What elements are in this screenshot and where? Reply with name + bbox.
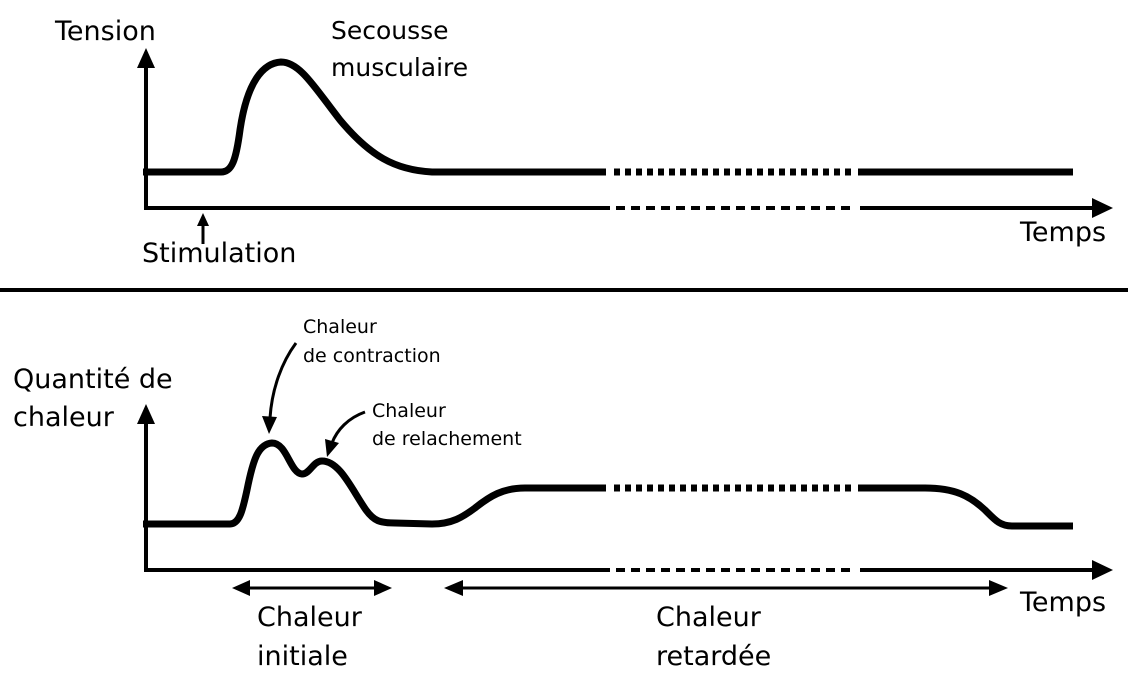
initial-heat-label-line2: initiale xyxy=(257,641,348,672)
relaxation-heat-label-line1: Chaleur xyxy=(372,400,446,422)
bottom-panel: Quantité de chaleur Temps Chaleur de con… xyxy=(13,316,1113,672)
delayed-heat-range-left-head xyxy=(444,580,463,596)
bottom-x-axis-arrowhead xyxy=(1092,560,1113,580)
peak-label-line2: musculaire xyxy=(331,53,468,82)
initial-heat-range-right-head xyxy=(374,580,392,596)
initial-heat-range-left-head xyxy=(232,580,250,596)
stimulation-arrowhead xyxy=(197,213,209,226)
twitch-curve xyxy=(143,58,606,176)
contraction-heat-label-line2: de contraction xyxy=(303,345,441,367)
top-y-axis-arrowhead xyxy=(137,48,155,68)
contraction-heat-label-line1: Chaleur xyxy=(303,316,377,338)
bottom-y-axis-label-line2: chaleur xyxy=(13,402,115,433)
contraction-heat-pointer xyxy=(268,342,298,419)
top-x-axis-label: Temps xyxy=(1019,217,1106,248)
contraction-heat-pointer-head xyxy=(262,416,277,434)
relaxation-heat-pointer xyxy=(330,410,366,444)
top-x-axis-arrowhead xyxy=(1092,198,1113,218)
heat-curve-tail xyxy=(858,484,1073,530)
bottom-y-axis-label-line1: Quantité de xyxy=(13,364,173,395)
peak-label-line1: Secousse xyxy=(331,16,449,45)
delayed-heat-range-right-head xyxy=(989,580,1008,596)
stimulation-label: Stimulation xyxy=(142,238,296,269)
relaxation-heat-label-line2: de relachement xyxy=(372,428,522,450)
top-panel: Tension Temps Secousse musculaire Stimul… xyxy=(54,16,1113,269)
initial-heat-label-line1: Chaleur xyxy=(257,602,363,633)
bottom-x-axis-label: Temps xyxy=(1019,587,1106,618)
bottom-y-axis-arrowhead xyxy=(137,404,155,424)
delayed-heat-label-line1: Chaleur xyxy=(656,602,762,633)
relaxation-heat-pointer-head xyxy=(325,439,339,457)
heat-curve xyxy=(143,439,606,528)
delayed-heat-label-line2: retardée xyxy=(656,641,771,672)
top-y-axis-label: Tension xyxy=(54,16,156,47)
